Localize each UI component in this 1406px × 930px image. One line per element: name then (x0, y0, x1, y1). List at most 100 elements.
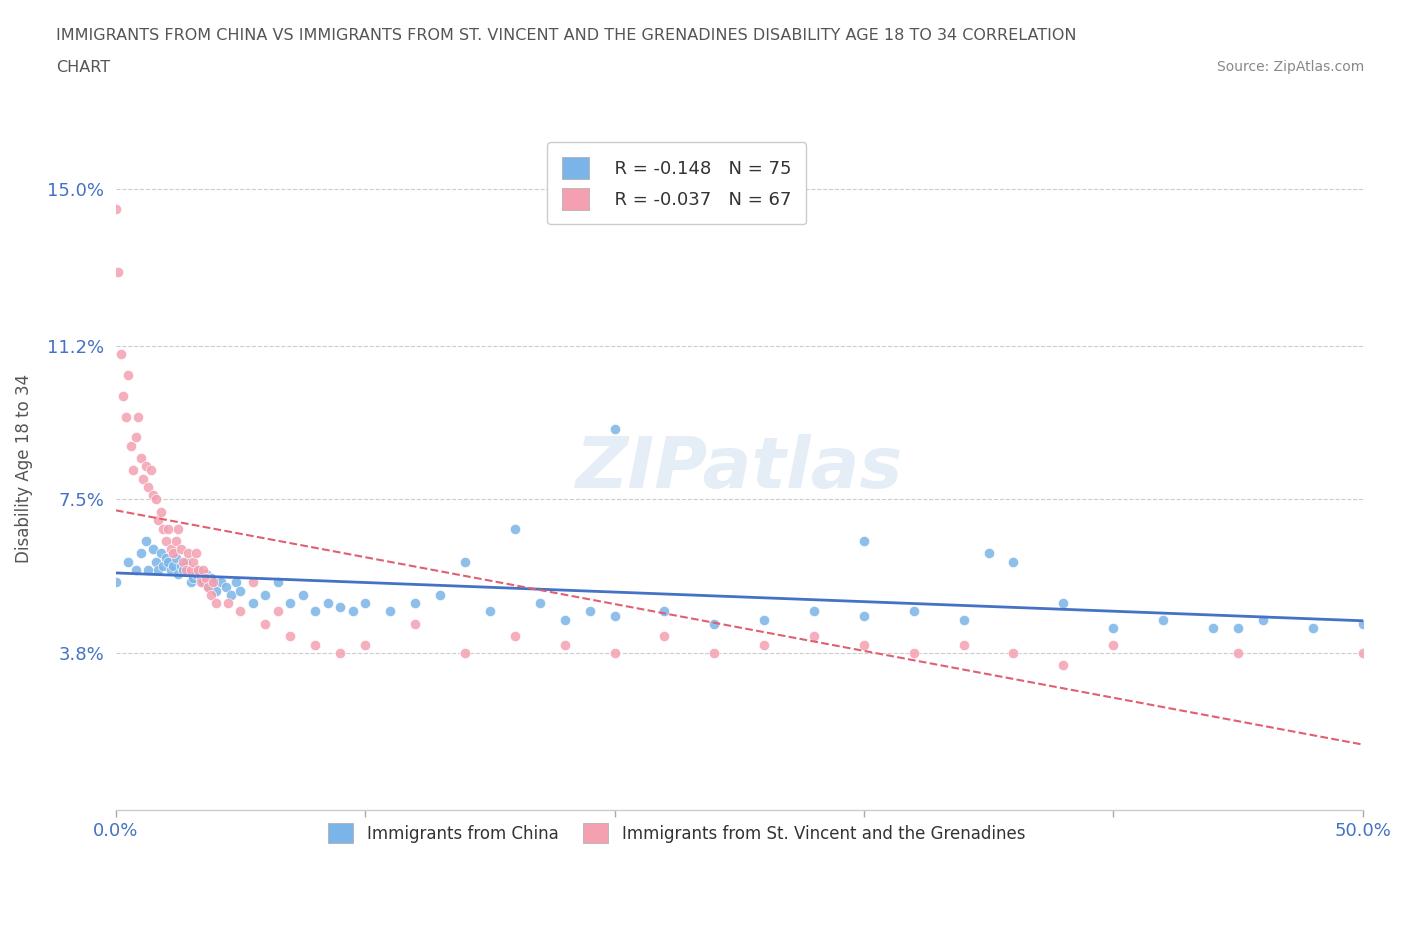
Point (952, 637, 974, 652)
Point (654, 629, 676, 644)
Point (316, 595, 339, 610)
Point (122, 463, 145, 478)
Point (478, 604, 501, 618)
Point (107, 264, 129, 279)
Point (180, 575, 202, 590)
Point (155, 550, 177, 565)
Point (125, 430, 148, 445)
Point (803, 604, 825, 618)
Point (329, 645, 352, 660)
Point (129, 451, 152, 466)
Point (1002, 645, 1025, 660)
Point (194, 566, 217, 581)
Point (503, 629, 526, 644)
Point (1202, 620, 1225, 635)
Point (169, 542, 191, 557)
Point (503, 521, 526, 536)
Point (217, 595, 239, 610)
Point (187, 563, 209, 578)
Point (149, 546, 172, 561)
Point (354, 595, 377, 610)
Point (1052, 658, 1074, 672)
Point (554, 612, 576, 627)
Point (280, 595, 302, 610)
Point (977, 546, 1000, 561)
Point (104, 575, 127, 590)
Y-axis label: Disability Age 18 to 34: Disability Age 18 to 34 (15, 374, 32, 563)
Point (291, 588, 314, 603)
Point (1152, 612, 1174, 627)
Point (454, 554, 477, 569)
Point (152, 521, 174, 536)
Point (139, 463, 162, 478)
Point (354, 637, 377, 652)
Point (181, 571, 204, 586)
Point (181, 554, 204, 569)
Point (104, 202, 127, 217)
Point (529, 595, 551, 610)
Point (903, 645, 925, 660)
Point (404, 595, 426, 610)
Point (752, 637, 775, 652)
Point (280, 629, 302, 644)
Point (112, 389, 135, 404)
Point (329, 600, 352, 615)
Point (903, 604, 925, 618)
Point (191, 575, 214, 590)
Point (197, 579, 219, 594)
Point (177, 546, 200, 561)
Legend: Immigrants from China, Immigrants from St. Vincent and the Grenadines: Immigrants from China, Immigrants from S… (315, 810, 1039, 857)
Point (200, 571, 222, 586)
Point (304, 637, 326, 652)
Point (603, 421, 626, 436)
Point (142, 542, 165, 557)
Point (1351, 617, 1374, 631)
Point (1251, 612, 1274, 627)
Point (135, 458, 157, 473)
Point (378, 604, 401, 618)
Point (852, 534, 875, 549)
Point (1002, 554, 1025, 569)
Point (603, 645, 626, 660)
Point (172, 554, 194, 569)
Point (184, 546, 207, 561)
Point (162, 558, 184, 573)
Point (219, 588, 242, 603)
Point (159, 563, 181, 578)
Point (172, 563, 194, 578)
Point (114, 409, 136, 424)
Point (229, 583, 252, 598)
Point (142, 488, 165, 503)
Point (1302, 620, 1324, 635)
Point (194, 571, 217, 586)
Point (703, 645, 725, 660)
Point (1102, 637, 1125, 652)
Point (190, 571, 212, 586)
Point (167, 566, 190, 581)
Point (120, 438, 142, 453)
Text: CHART: CHART (56, 60, 110, 75)
Point (267, 604, 290, 618)
Point (117, 367, 139, 382)
Point (554, 637, 576, 652)
Point (404, 617, 426, 631)
Point (117, 554, 139, 569)
Point (159, 542, 181, 557)
Point (202, 575, 225, 590)
Point (110, 347, 132, 362)
Point (1226, 645, 1249, 660)
Point (242, 575, 264, 590)
Text: ZIPatlas: ZIPatlas (575, 434, 903, 503)
Point (136, 563, 159, 578)
Point (191, 563, 214, 578)
Point (752, 612, 775, 627)
Point (1052, 595, 1074, 610)
Point (145, 554, 167, 569)
Point (187, 563, 209, 578)
Point (1351, 645, 1374, 660)
Text: IMMIGRANTS FROM CHINA VS IMMIGRANTS FROM ST. VINCENT AND THE GRENADINES DISABILI: IMMIGRANTS FROM CHINA VS IMMIGRANTS FROM… (56, 28, 1077, 43)
Point (304, 604, 326, 618)
Point (145, 492, 167, 507)
Point (603, 608, 626, 623)
Point (136, 480, 159, 495)
